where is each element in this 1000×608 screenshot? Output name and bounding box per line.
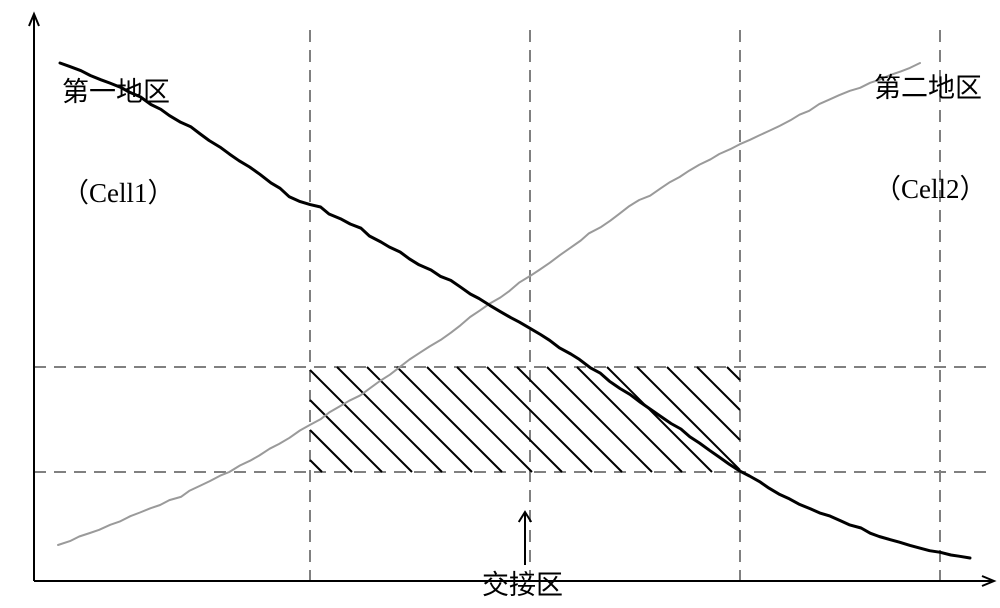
cell1-line2: （Cell1）: [62, 177, 175, 211]
cell1-label: 第一地区 （Cell1）: [62, 8, 175, 244]
handover-label: 交接区: [482, 569, 563, 603]
cell2-label: 第二地区 （Cell2）: [874, 4, 987, 240]
cell2-line1: 第二地区: [874, 72, 987, 106]
cell2-line2: （Cell2）: [874, 173, 987, 207]
cell1-line1: 第一地区: [62, 76, 175, 110]
